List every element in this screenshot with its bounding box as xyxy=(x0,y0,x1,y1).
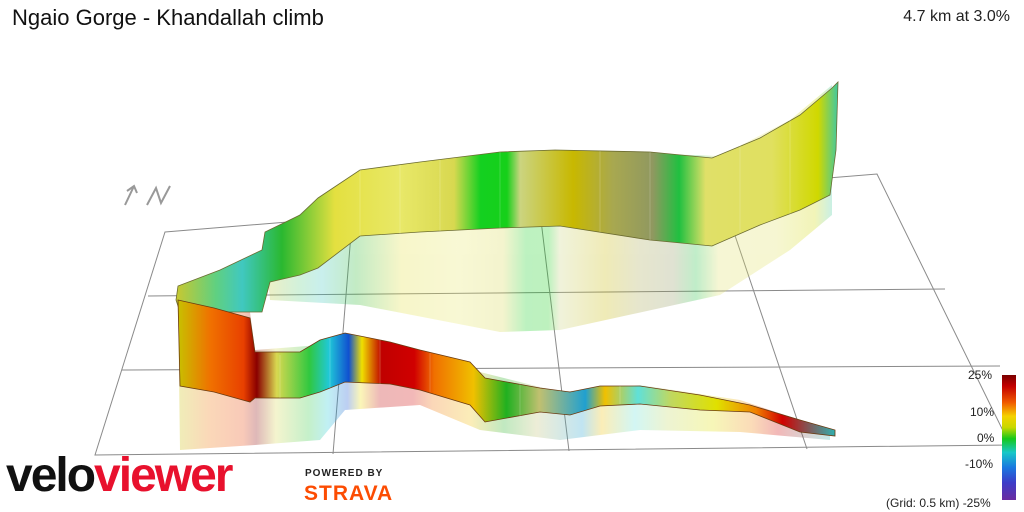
veloviewer-logo[interactable]: veloviewer xyxy=(6,449,233,502)
climb-summary: 4.7 km at 3.0% xyxy=(903,8,1010,25)
route-stripes xyxy=(279,120,791,416)
powered-by-label: POWERED BY xyxy=(305,468,384,479)
grid-scale-note: (Grid: 0.5 km) -25% xyxy=(886,496,991,510)
logo-part-velo: velo xyxy=(6,449,96,502)
north-arrow-icon xyxy=(124,184,171,206)
page-title: Ngaio Gorge - Khandallah climb xyxy=(12,5,324,30)
legend-label-max: 25% xyxy=(968,368,993,382)
legend-label-zero: 0% xyxy=(977,431,995,445)
route-ribbon-lower xyxy=(177,299,836,437)
strava-logo[interactable]: STRAVA xyxy=(304,482,394,505)
logo-part-viewer: viewer xyxy=(94,449,233,502)
gradient-legend-bar xyxy=(1002,375,1016,500)
route-ribbon-upper xyxy=(175,81,839,319)
legend-label-low: -10% xyxy=(965,457,994,471)
legend-label-high: 10% xyxy=(970,405,995,419)
